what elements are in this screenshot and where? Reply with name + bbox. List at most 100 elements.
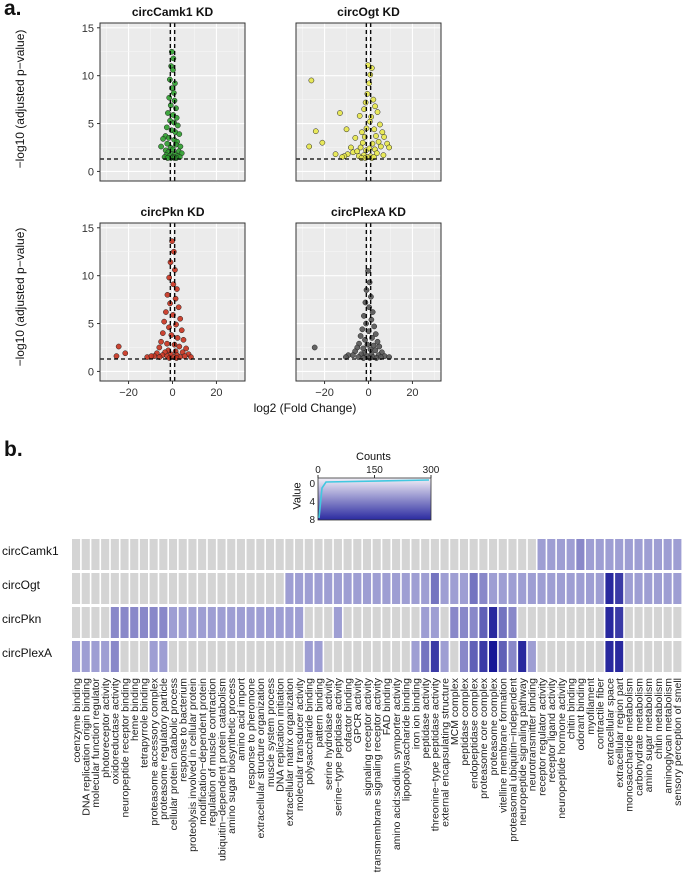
heatmap-cell [401,573,410,604]
heatmap-cell [149,573,158,604]
heatmap-column-label: photoreceptor activity [100,677,112,778]
heatmap-cell [489,539,498,570]
heatmap-cell [304,607,313,638]
heatmap-column-label: peptidase complex [459,677,471,765]
heatmap-cell [198,607,207,638]
heatmap-cell [450,573,459,604]
heatmap-cell [479,539,488,570]
heatmap-cell [188,573,197,604]
data-point [379,129,386,136]
heatmap-cell [362,573,372,604]
volcano-title-plexa: circPlexA KD [331,205,406,219]
data-point [366,355,373,361]
heatmap-column-label: heme binding [129,678,141,741]
legend-value-tick-label: 8 [309,515,315,524]
heatmap-column-label: ubiquitin−dependent protein catabolism [216,678,228,861]
heatmap-cell [314,539,323,570]
heatmap-cell [120,573,129,604]
heatmap-cell [421,641,430,672]
heatmap-cell [586,641,595,672]
heatmap-cell [198,539,207,570]
heatmap-column-label: amino acid:sodium symporter activity [391,677,403,850]
data-point [160,136,166,142]
heatmap-column-label: endopeptidase complex [468,677,480,789]
heatmap-cell [479,641,488,672]
heatmap-cell [304,539,313,570]
heatmap-cell [256,539,265,570]
heatmap-cell [110,641,119,672]
heatmap-cell [295,607,304,638]
heatmap-cell [498,641,507,672]
x-tick-label: 0 [169,387,175,399]
data-point [348,144,354,151]
heatmap-column-label: proteasomal ubiquitin−independent [507,678,519,842]
heatmap-cell [673,641,682,672]
heatmap-cell [527,539,536,570]
heatmap-cell [527,641,536,672]
heatmap-cell [275,607,284,638]
data-point [375,138,382,145]
heatmap-cell [518,607,527,638]
data-point [377,121,383,128]
data-point [158,338,164,345]
heatmap-cell [333,607,342,638]
heatmap-cell [130,607,139,638]
heatmap-column-label: extracellular structure organization [255,678,267,839]
heatmap-cell [353,641,362,672]
heatmap-cell [673,539,682,570]
data-point [166,274,173,281]
heatmap-cell [421,573,430,604]
panel-a-label: a. [4,0,22,20]
heatmap-column-label: threonine−type peptidase activity [430,677,442,831]
heatmap-cell [265,573,275,604]
data-point [122,350,129,357]
heatmap-column-label: proteasome accessory complex [148,677,160,825]
heatmap-legend: 0 150 300 0 4 8 [309,465,439,524]
heatmap-cell [314,607,323,638]
data-point [170,248,177,255]
heatmap-cell [518,641,527,672]
heatmap-cell [382,641,391,672]
heatmap-cell [508,539,517,570]
data-point [372,331,379,337]
heatmap-cell [72,573,81,604]
heatmap-column-label: contractile fiber [595,678,607,750]
heatmap-cell [653,573,663,604]
data-point [170,90,177,96]
x-tick-label: 20 [406,387,418,399]
heatmap-column-label: chitin binding [565,678,577,739]
heatmap-column-label: muscle system process [265,678,277,787]
heatmap-column-label: GPCR activity [352,677,364,743]
data-point [372,347,379,354]
heatmap-cell [508,641,517,672]
heatmap-cell [644,539,653,570]
heatmap-column-label: MCM complex [449,677,461,745]
heatmap-row-label-ogt: circOgt [2,578,41,592]
heatmap-cell [537,607,546,638]
heatmap-cell [469,641,478,672]
heatmap-cell [343,539,352,570]
heatmap-column-label: molecular function regulator [90,678,102,808]
legend-count-tick-label: 0 [315,465,321,476]
data-point [371,126,378,133]
x-tick-label: −20 [119,387,138,399]
heatmap-cell [576,539,585,570]
heatmap-cell [556,641,566,672]
data-point [311,344,318,351]
data-point [362,299,369,306]
heatmap-cell [81,539,90,570]
heatmap-cell [605,607,614,638]
heatmap-cell [246,539,255,570]
data-point [165,110,171,116]
heatmap-cell [576,607,585,638]
heatmap-cell [149,539,158,570]
heatmap-column-label: DNA replication origin binding [81,678,93,816]
heatmap-cell [149,641,158,672]
heatmap-cell [236,573,245,604]
heatmap-column-label: response to pheromone [245,678,257,789]
heatmap-cell [91,539,100,570]
heatmap-cell [198,641,207,672]
heatmap-cell [314,641,323,672]
heatmap-cell [275,539,284,570]
heatmap-column-label: extracellular space [604,678,616,766]
